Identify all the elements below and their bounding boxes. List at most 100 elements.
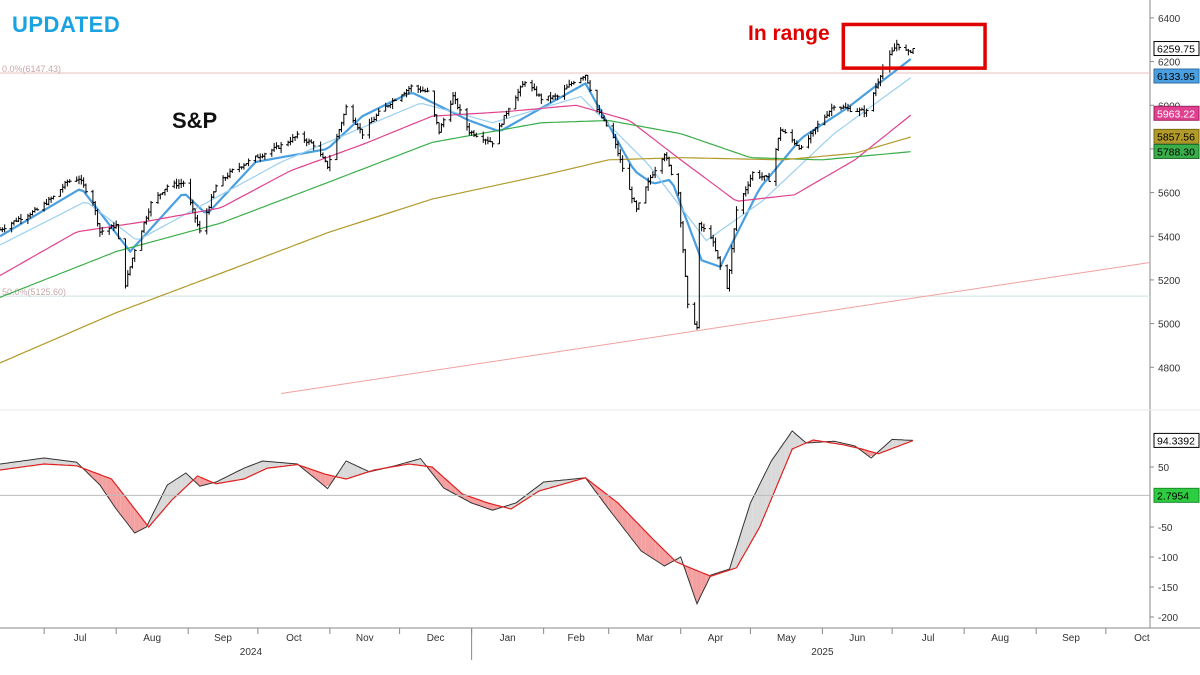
- osc-tick-label: -50: [1158, 523, 1173, 534]
- osc-fill: [901, 439, 907, 445]
- osc-fill: [566, 479, 572, 484]
- osc-fill: [223, 476, 228, 483]
- osc-fill: [418, 459, 423, 466]
- badge-price-label: 6259.75: [1157, 44, 1195, 56]
- fib-label: 50.0%(5125.60): [2, 287, 66, 297]
- price-tick-label: 6200: [1158, 58, 1181, 69]
- osc-fill: [538, 482, 544, 491]
- month-label: Jul: [922, 633, 935, 644]
- fib-label: 0.0%(6147.43): [2, 64, 61, 74]
- osc-fill: [41, 458, 47, 465]
- osc-fill: [520, 496, 526, 503]
- osc-fill: [46, 458, 52, 465]
- osc-fill: [794, 433, 800, 448]
- price-tick-label: 4800: [1158, 363, 1181, 374]
- year-label: 2025: [811, 647, 834, 658]
- osc-fill: [162, 485, 168, 511]
- series-line-ma-50: [0, 104, 912, 277]
- osc-fill: [37, 458, 42, 465]
- osc-fill: [766, 461, 772, 511]
- osc-fill: [4, 462, 10, 470]
- osc-fill: [18, 460, 24, 468]
- osc-fill: [659, 545, 665, 566]
- osc-fill: [125, 497, 131, 527]
- badge-osc-ref-box: [1153, 487, 1200, 503]
- osc-fill: [757, 479, 763, 532]
- badge-macd-box: [1153, 432, 1200, 448]
- osc-fill: [343, 462, 349, 479]
- osc-fill: [627, 512, 632, 539]
- osc-fill: [339, 464, 344, 479]
- badge-ma200-box: [1153, 128, 1200, 144]
- osc-fill: [446, 479, 451, 492]
- osc-fill: [13, 461, 19, 469]
- osc-fill: [543, 481, 549, 490]
- month-label: Oct: [286, 633, 302, 644]
- moving-averages: [0, 58, 912, 364]
- series-line-ma-100: [0, 119, 911, 298]
- osc-fill: [701, 572, 707, 595]
- osc-fill: [278, 462, 284, 467]
- price-tick-label: 6400: [1158, 14, 1181, 25]
- badge-ema-slow-box: [1153, 68, 1200, 84]
- osc-fill: [622, 507, 628, 533]
- osc-tick-label: -100: [1158, 553, 1178, 564]
- osc-fill: [748, 498, 753, 548]
- month-label: Sep: [1062, 633, 1080, 644]
- osc-fill: [32, 458, 38, 466]
- in-range-box: [841, 22, 987, 70]
- osc-fill: [892, 439, 897, 449]
- osc-fill: [348, 462, 354, 479]
- series-line-ema-slow: [0, 77, 912, 246]
- in-range-label: In range: [748, 22, 830, 45]
- osc-fill: [157, 494, 163, 517]
- osc-fill: [120, 491, 126, 521]
- oscillator: [0, 430, 914, 606]
- osc-fill: [604, 492, 609, 509]
- osc-tick-label: -200: [1158, 613, 1178, 624]
- osc-fill: [51, 458, 56, 465]
- osc-fill: [325, 474, 330, 487]
- badge-price-box: [1153, 41, 1200, 57]
- osc-fill: [771, 454, 776, 500]
- osc-fill: [23, 460, 28, 467]
- month-label: Jul: [74, 633, 87, 644]
- badge-ma50-label: 5963.22: [1157, 108, 1195, 120]
- osc-fill: [246, 465, 251, 478]
- osc-fill: [687, 566, 693, 591]
- trendline: [281, 261, 1151, 394]
- osc-fill: [9, 462, 14, 469]
- osc-fill: [148, 513, 154, 527]
- osc-fill: [320, 472, 326, 487]
- osc-fill: [264, 461, 270, 470]
- osc-fill: [487, 503, 493, 511]
- osc-fill: [534, 485, 539, 494]
- month-label: Jun: [849, 633, 865, 644]
- osc-fill: [613, 499, 618, 521]
- signal-line: [0, 439, 914, 577]
- osc-fill: [641, 527, 646, 554]
- osc-fill: [111, 479, 117, 509]
- osc-fill: [631, 517, 637, 545]
- month-label: Aug: [143, 633, 161, 644]
- month-label: Mar: [636, 633, 654, 644]
- series-line-ma-200: [0, 136, 911, 364]
- badge-osc-ref-label: 2.7954: [1157, 490, 1189, 502]
- symbol-label: S&P: [172, 108, 218, 133]
- osc-fill: [69, 461, 75, 466]
- osc-fill: [306, 467, 312, 476]
- month-label: May: [777, 633, 796, 644]
- osc-fill: [102, 475, 107, 496]
- osc-fill: [274, 462, 279, 468]
- month-label: Aug: [991, 633, 1009, 644]
- osc-fill: [789, 433, 795, 455]
- osc-fill: [775, 447, 781, 488]
- osc-fill: [738, 525, 744, 564]
- badge-ma50-box: [1153, 105, 1200, 121]
- osc-fill: [60, 460, 66, 466]
- osc-fill: [139, 515, 145, 531]
- osc-fill: [655, 541, 660, 563]
- osc-fill: [27, 459, 33, 467]
- osc-fill: [799, 437, 804, 446]
